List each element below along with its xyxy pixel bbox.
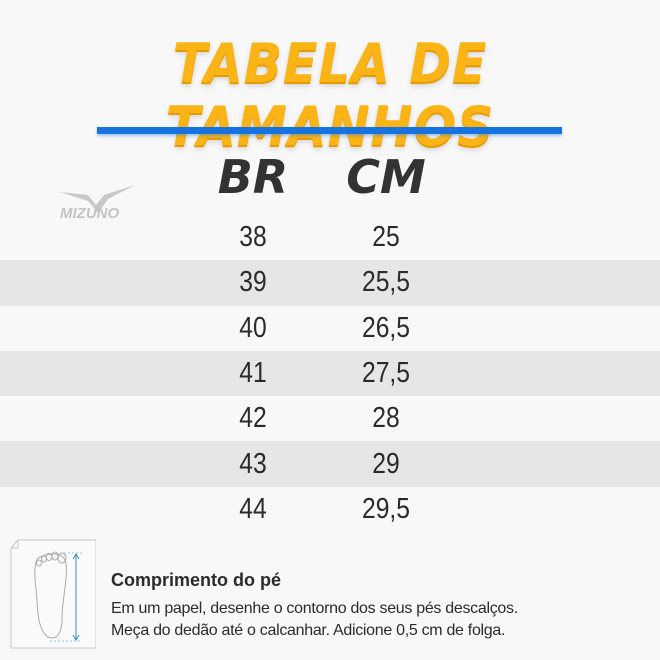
header-cm: CM xyxy=(346,150,426,204)
info-line: Em um papel, desenhe o contorno dos seus… xyxy=(111,600,518,617)
table-row: 43 29 xyxy=(0,441,660,487)
cm-size: 26,5 xyxy=(362,311,410,344)
table-row: 38 25 xyxy=(0,215,660,260)
br-size: 41 xyxy=(239,357,267,390)
brand-logo-text: MIZUNO xyxy=(60,205,120,222)
page-title: TABELA DE TAMANHOS xyxy=(165,32,495,158)
br-size: 42 xyxy=(239,402,267,435)
info-line: Meça do dedão até o calcanhar. Adicione … xyxy=(111,622,506,639)
br-size: 43 xyxy=(239,447,267,480)
header-br: BR xyxy=(217,150,289,204)
table-row: 39 25,5 xyxy=(0,260,660,306)
foot-measure-icon xyxy=(10,539,96,649)
table-row: 44 29,5 xyxy=(0,487,660,532)
cm-size: 28 xyxy=(372,402,400,435)
size-table: 38 25 39 25,5 40 26,5 41 27,5 42 28 43 29 44 29… xyxy=(0,215,660,532)
cm-size: 29,5 xyxy=(362,492,410,525)
br-size: 38 xyxy=(239,221,267,254)
table-row: 41 27,5 xyxy=(0,350,660,397)
br-size: 44 xyxy=(239,492,267,525)
table-row: 40 26,5 xyxy=(0,306,660,351)
br-size: 39 xyxy=(239,266,267,299)
cm-size: 27,5 xyxy=(362,357,410,390)
divider xyxy=(97,127,562,134)
cm-size: 25,5 xyxy=(362,266,410,299)
table-row: 42 28 xyxy=(0,396,660,441)
br-size: 40 xyxy=(239,311,267,344)
cm-size: 29 xyxy=(372,447,400,480)
cm-size: 25 xyxy=(372,221,400,254)
mizuno-logo-icon xyxy=(60,185,135,213)
info-title: Comprimento do pé xyxy=(111,570,281,590)
